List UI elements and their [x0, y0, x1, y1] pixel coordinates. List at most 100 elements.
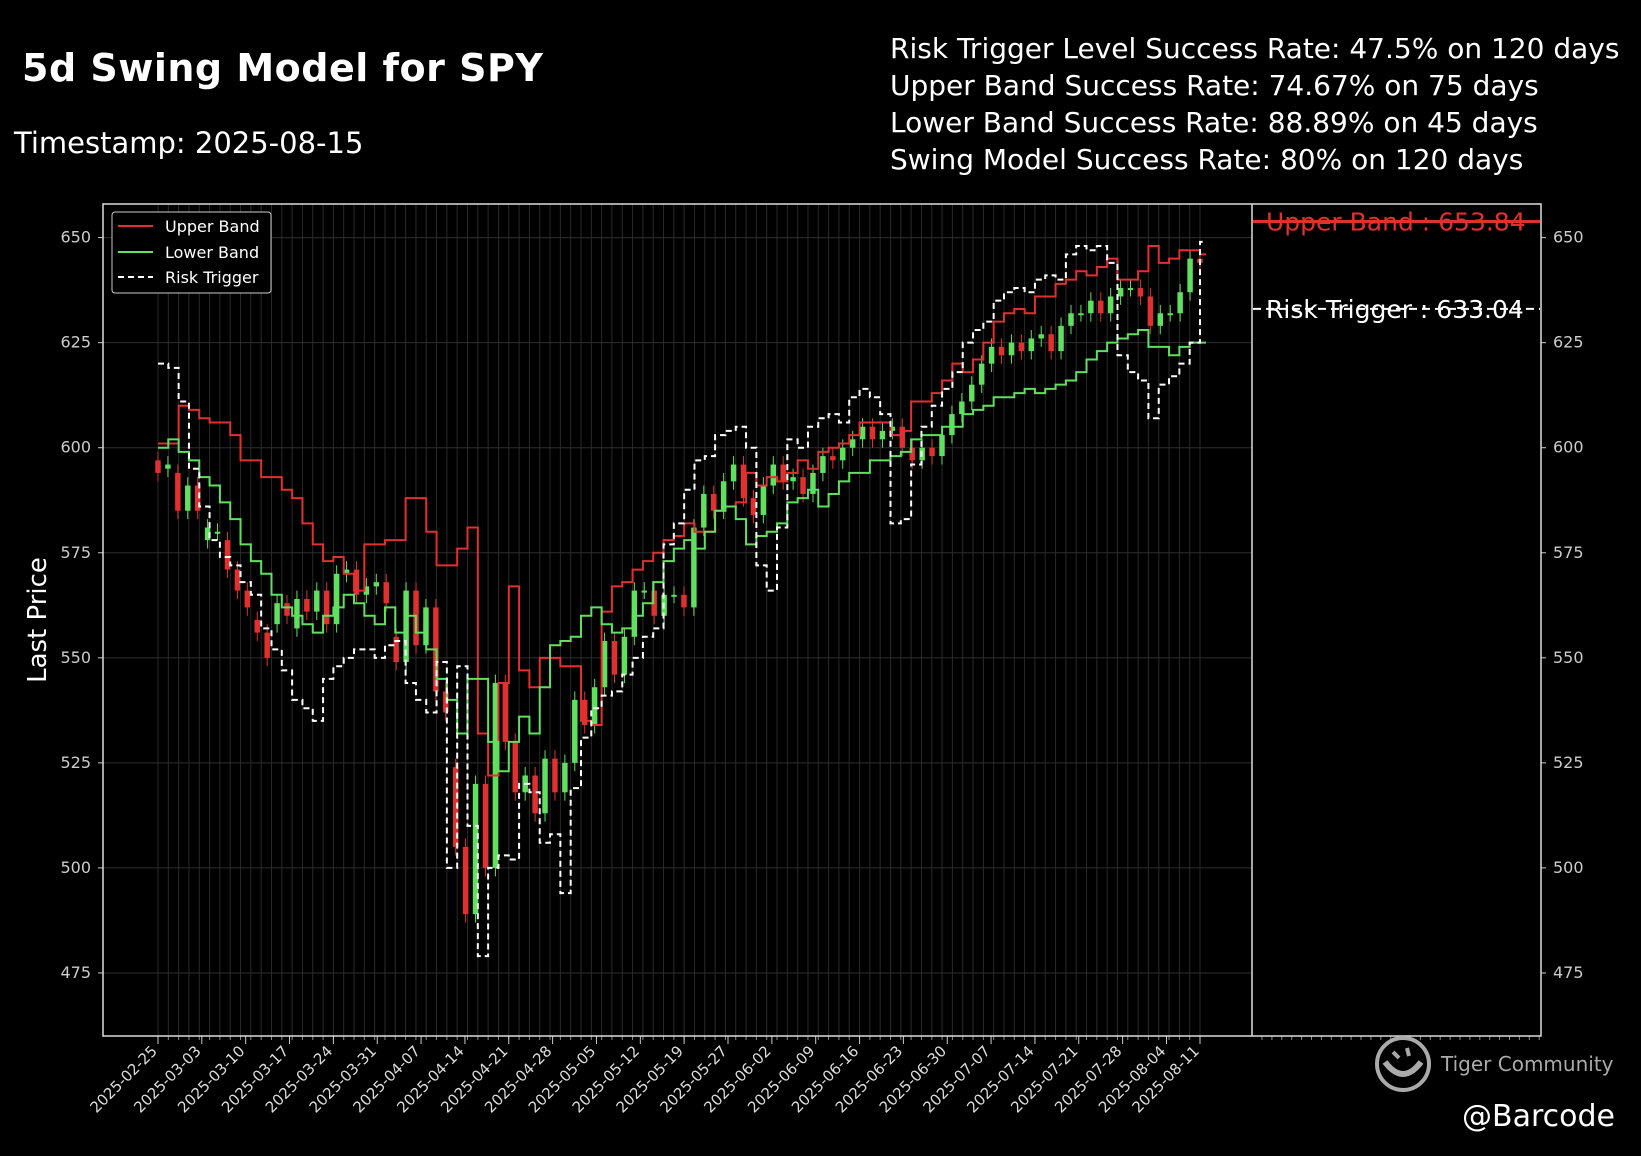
- candle-body: [869, 426, 876, 440]
- y-tick-label: 500: [60, 858, 91, 877]
- candle-body: [373, 582, 380, 587]
- candle-body: [631, 590, 638, 637]
- timestamp: Timestamp: 2025-08-15: [14, 126, 364, 160]
- candle-body: [1068, 313, 1074, 326]
- chart-title: 5d Swing Model for SPY: [22, 46, 544, 90]
- candle-body: [770, 464, 777, 486]
- legend-upper-label: Upper Band: [165, 217, 260, 236]
- y-tick-label: 550: [60, 648, 91, 667]
- candle-body: [333, 573, 340, 625]
- candle-body: [671, 594, 677, 597]
- candle-body: [194, 485, 201, 511]
- tiger-logo-icon: [1375, 1036, 1431, 1092]
- candle-body: [175, 472, 181, 511]
- candle-body: [909, 447, 915, 461]
- candle-body: [740, 464, 747, 499]
- candle-body: [1127, 288, 1134, 291]
- candle-body: [621, 636, 628, 675]
- candle-body: [1098, 300, 1104, 314]
- candle-body: [552, 758, 558, 793]
- candle-body: [452, 767, 459, 847]
- candle-body: [701, 493, 707, 528]
- candle-body: [760, 485, 767, 515]
- candle-body: [512, 741, 518, 793]
- candle-body: [889, 426, 896, 431]
- candle-body: [988, 346, 995, 364]
- candle-body: [978, 363, 985, 385]
- candle-body: [969, 384, 975, 402]
- candle-body: [1058, 325, 1064, 352]
- series-lines: [158, 240, 1206, 958]
- candle-body: [730, 464, 737, 482]
- y-tick-label: 650: [60, 228, 91, 247]
- candle-body: [1038, 334, 1044, 339]
- candle-body: [1187, 258, 1193, 293]
- series-risk-trigger: [158, 240, 1206, 958]
- candle-body: [532, 775, 538, 814]
- candle-body: [254, 620, 260, 633]
- candle-body: [323, 590, 330, 625]
- candle-body: [1137, 288, 1144, 297]
- candle-body: [820, 456, 826, 473]
- candle-body: [165, 464, 171, 469]
- candle-body: [939, 435, 945, 457]
- candle-body: [720, 481, 727, 511]
- series-upper-band: [158, 245, 1206, 777]
- y-tick-label: 575: [60, 543, 91, 562]
- candle-body: [502, 683, 509, 742]
- candle-body: [581, 699, 588, 726]
- candle-body: [224, 540, 231, 570]
- legend: Upper Band Lower Band Risk Trigger: [111, 211, 272, 294]
- legend-risk-label: Risk Trigger: [165, 268, 259, 287]
- risk-trigger-level-label: Risk Trigger : 633.04: [1266, 295, 1524, 324]
- plot-frame: [102, 203, 1542, 1037]
- candle-body: [214, 531, 221, 534]
- y-tick-label: 525: [60, 753, 91, 772]
- candle-body: [859, 426, 866, 440]
- candle-body: [780, 464, 786, 482]
- candle-body: [1028, 338, 1035, 352]
- candle-body: [879, 430, 886, 440]
- candle-body: [840, 447, 846, 461]
- candle-body: [1088, 300, 1094, 314]
- candle-body: [423, 607, 429, 646]
- candle-body: [1048, 334, 1054, 352]
- candle-body: [542, 758, 548, 814]
- candle-body: [1167, 313, 1173, 316]
- author-handle: @Barcode: [1462, 1099, 1615, 1134]
- candle-body: [1107, 296, 1114, 314]
- y-tick-label: 600: [60, 438, 91, 457]
- candle-body: [482, 783, 489, 868]
- candle-body: [591, 687, 598, 726]
- candle-body: [443, 691, 449, 713]
- candle-body: [155, 460, 161, 473]
- candle-body: [998, 346, 1005, 356]
- lower-band-success-rate: Lower Band Success Rate: 88.89% on 45 da…: [890, 106, 1538, 139]
- swing-model-success-rate: Swing Model Success Rate: 80% on 120 day…: [890, 143, 1524, 176]
- candle-body: [472, 783, 479, 915]
- candle-body: [274, 603, 280, 625]
- candle-body: [244, 590, 251, 608]
- candle-body: [304, 598, 310, 612]
- legend-lower-label: Lower Band: [165, 243, 259, 262]
- y-tick-label-right: 500: [1553, 858, 1584, 877]
- candle-body: [601, 641, 608, 688]
- success-rate-stats: Risk Trigger Level Success Rate: 47.5% o…: [890, 30, 1619, 178]
- upper-band-success-rate: Upper Band Success Rate: 74.67% on 75 da…: [890, 69, 1539, 102]
- candle-body: [929, 447, 935, 457]
- candle-body: [562, 762, 568, 793]
- y-axis-label: Last Price: [23, 557, 53, 683]
- candle-body: [691, 527, 697, 608]
- y-tick-label-right: 575: [1553, 543, 1584, 562]
- candle-body: [810, 472, 816, 494]
- candle-body: [790, 477, 796, 482]
- candle-body: [284, 603, 290, 616]
- candle-body: [641, 590, 647, 593]
- candle-body: [343, 569, 350, 574]
- candle-body: [899, 426, 906, 448]
- level-annotations: Upper Band : 653.84 Risk Trigger : 633.0…: [1253, 207, 1540, 324]
- candle-body: [681, 594, 687, 608]
- candle-body: [949, 414, 955, 436]
- candle-body: [314, 590, 320, 612]
- axes: 475 475 500 500 525 525 550 550 575 575 600 600 625 6…: [60, 228, 1583, 1117]
